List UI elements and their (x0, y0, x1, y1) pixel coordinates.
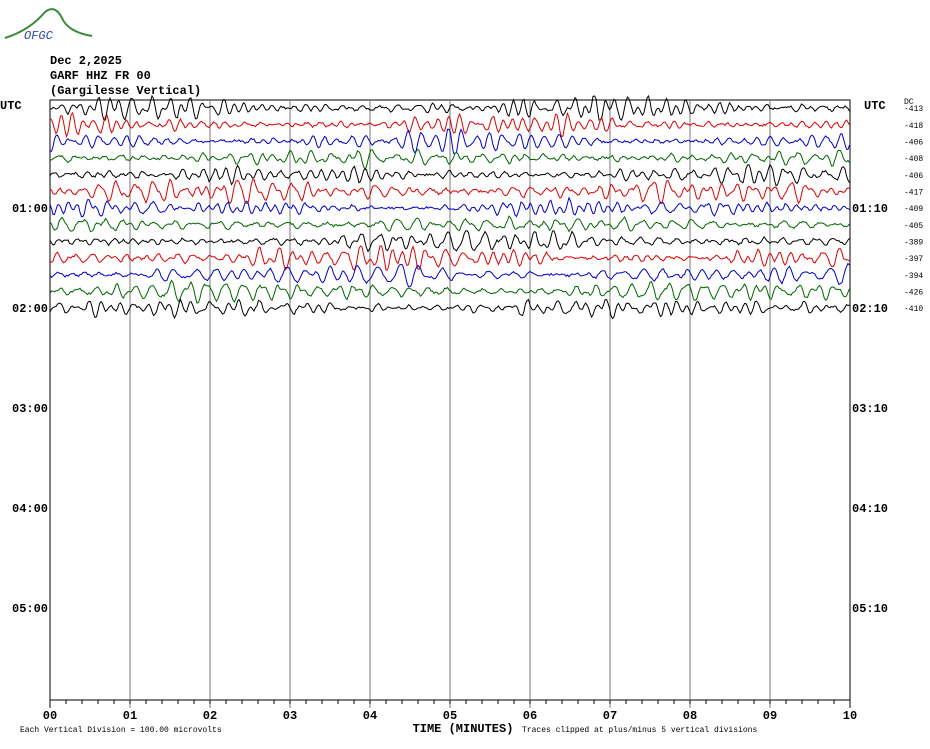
date: Dec 2,2025 (50, 54, 122, 68)
trace (49, 262, 850, 288)
trace (49, 111, 850, 139)
trace (49, 94, 850, 121)
dc-title: DC (904, 98, 914, 107)
station: GARF HHZ FR 00 (50, 69, 151, 83)
trace (49, 196, 850, 218)
dc-offset: -409 (904, 205, 923, 214)
trace (49, 245, 850, 271)
x-tick-label: 09 (763, 709, 777, 723)
trace (49, 230, 850, 253)
left-hour-label: 01:00 (12, 202, 48, 216)
trace (49, 178, 850, 205)
trace (49, 163, 850, 187)
trace (49, 279, 850, 304)
location: (Gargilesse Vertical) (50, 84, 201, 98)
right-hour-label: 05:10 (852, 602, 888, 616)
x-tick-label: 02 (203, 709, 217, 723)
dc-offset: -408 (904, 155, 923, 164)
x-tick-label: 05 (443, 709, 457, 723)
left-axis-title: UTC (0, 99, 22, 113)
left-hour-label: 04:00 (12, 502, 48, 516)
dc-offset: -394 (904, 272, 923, 281)
right-hour-label: 04:10 (852, 502, 888, 516)
right-hour-label: 02:10 (852, 302, 888, 316)
x-tick-label: 07 (603, 709, 617, 723)
trace (49, 215, 850, 233)
left-hour-label: 03:00 (12, 402, 48, 416)
x-axis-title: TIME (MINUTES) (413, 722, 514, 736)
trace (49, 298, 850, 320)
dc-offset: -389 (904, 238, 923, 247)
x-tick-label: 01 (123, 709, 137, 723)
x-tick-label: 10 (843, 709, 857, 723)
x-tick-label: 06 (523, 709, 537, 723)
dc-offset: -406 (904, 172, 923, 181)
dc-offset: -405 (904, 222, 923, 231)
right-hour-label: 03:10 (852, 402, 888, 416)
clip-note: Traces clipped at plus/minus 5 vertical … (522, 726, 757, 735)
x-tick-label: 03 (283, 709, 297, 723)
dc-offset: -397 (904, 255, 923, 264)
right-axis-title: UTC (864, 99, 886, 113)
dc-offset: -417 (904, 188, 923, 197)
x-tick-label: 04 (363, 709, 377, 723)
trace (49, 148, 850, 171)
dc-offset: -418 (904, 122, 923, 131)
x-tick-label: 08 (683, 709, 697, 723)
left-hour-label: 05:00 (12, 602, 48, 616)
dc-offset: -413 (904, 105, 923, 114)
dc-offset: -426 (904, 288, 923, 297)
scale-note: Each Vertical Division = 100.00 microvol… (20, 726, 222, 735)
logo-mark (4, 8, 93, 39)
trace (49, 128, 850, 154)
left-hour-label: 02:00 (12, 302, 48, 316)
right-hour-label: 01:10 (852, 202, 888, 216)
x-tick-label: 00 (43, 709, 57, 723)
plot-content: 00 01 02 03 04 05 06 07 08 09 10 01:00 01:10 02:00 02:… (12, 94, 923, 723)
logo-text: OFGC (24, 29, 54, 43)
dc-offset: -410 (904, 305, 923, 314)
dc-offset: -406 (904, 138, 923, 147)
